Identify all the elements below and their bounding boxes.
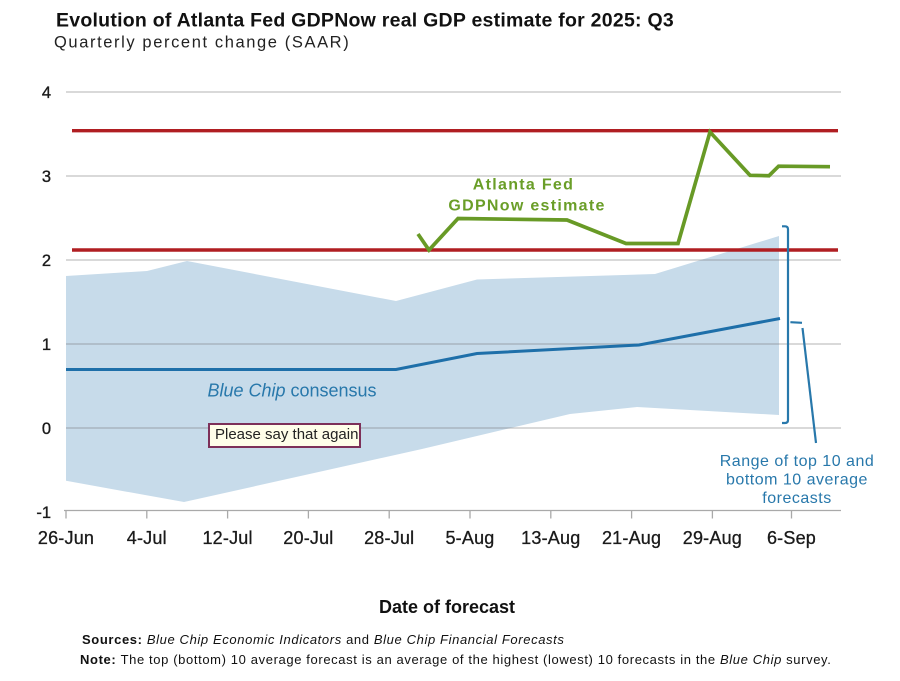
svg-text:Date of forecast: Date of forecast (379, 597, 515, 617)
svg-text:5-Aug: 5-Aug (445, 528, 494, 548)
svg-text:6-Sep: 6-Sep (767, 528, 816, 548)
svg-text:Quarterly percent change (SAAR: Quarterly percent change (SAAR) (54, 34, 350, 52)
svg-text:Range of top 10 and: Range of top 10 and (720, 453, 875, 470)
svg-text:21-Aug: 21-Aug (602, 528, 661, 548)
svg-text:28-Jul: 28-Jul (364, 528, 414, 548)
svg-text:GDPNow estimate: GDPNow estimate (448, 198, 605, 215)
svg-text:1: 1 (42, 336, 51, 354)
svg-text:3: 3 (42, 168, 51, 186)
svg-text:-1: -1 (36, 504, 51, 522)
svg-text:Atlanta Fed: Atlanta Fed (473, 177, 574, 194)
svg-text:bottom 10 average: bottom 10 average (726, 472, 868, 489)
svg-text:29-Aug: 29-Aug (683, 528, 742, 548)
svg-text:20-Jul: 20-Jul (283, 528, 333, 548)
svg-text:2: 2 (42, 252, 51, 270)
svg-text:Blue Chip consensus: Blue Chip consensus (207, 381, 376, 401)
svg-text:0: 0 (42, 420, 51, 438)
svg-text:Sources: Blue Chip Economic In: Sources: Blue Chip Economic Indicators a… (82, 632, 565, 647)
svg-text:Note: The top (bottom) 10 aver: Note: The top (bottom) 10 average foreca… (80, 652, 831, 667)
svg-text:4: 4 (42, 84, 51, 102)
svg-text:12-Jul: 12-Jul (202, 528, 252, 548)
svg-text:13-Aug: 13-Aug (521, 528, 580, 548)
svg-text:Evolution of Atlanta Fed GDPNo: Evolution of Atlanta Fed GDPNow real GDP… (56, 10, 674, 32)
svg-text:forecasts: forecasts (762, 490, 831, 507)
svg-text:4-Jul: 4-Jul (127, 528, 167, 548)
svg-text:26-Jun: 26-Jun (38, 528, 94, 548)
